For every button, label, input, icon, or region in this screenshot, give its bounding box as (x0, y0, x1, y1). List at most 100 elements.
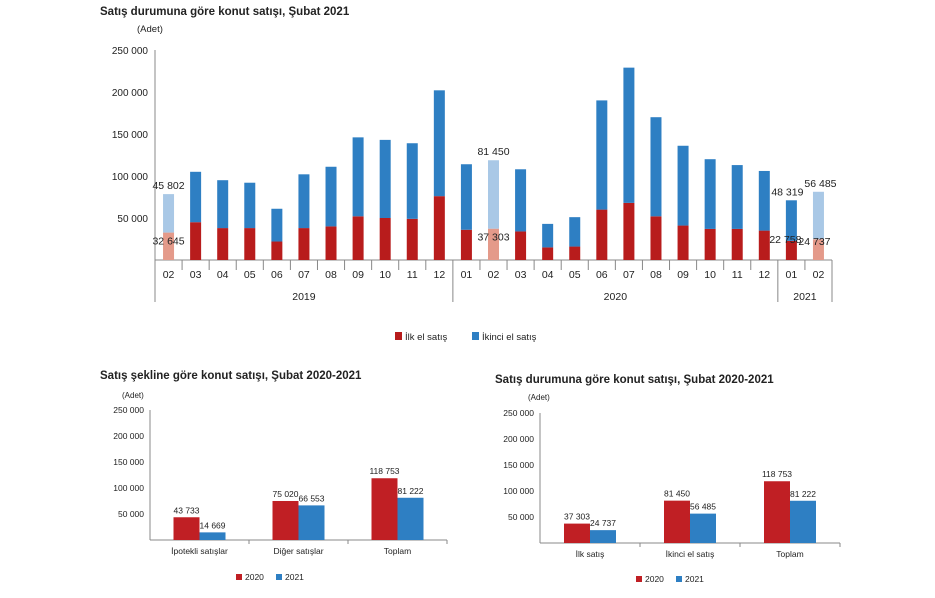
x-tick-label: 05 (569, 269, 581, 281)
bar-second-hand (515, 169, 527, 232)
x-tick-label: 12 (433, 269, 445, 281)
bar-second-hand (217, 180, 229, 229)
y-tick-label: 150 000 (113, 457, 144, 467)
legend-label-2020: 2020 (645, 574, 664, 584)
left-chart-title: Satış şekline göre konut satışı, Şubat 2… (100, 370, 362, 382)
x-tick-label: 09 (352, 269, 364, 281)
bar-2021 (590, 530, 616, 543)
bar-second-hand (542, 223, 554, 248)
year-label: 2020 (604, 291, 628, 303)
bar-first-sale (650, 216, 662, 260)
bar-2020 (173, 517, 200, 540)
bar-first-sale (433, 196, 445, 260)
bar-first-sale (515, 231, 527, 260)
y-tick-label: 50 000 (508, 512, 534, 522)
x-tick-label: 11 (732, 269, 743, 281)
legend-swatch-second-hand (472, 332, 479, 340)
y-tick-label: 200 000 (112, 88, 149, 99)
bar-second-hand (298, 174, 310, 229)
y-tick-label: 250 000 (503, 408, 534, 418)
x-tick-label: 02 (163, 269, 175, 281)
bar-second-hand (785, 200, 797, 241)
bar-first-sale (406, 218, 418, 260)
main-chart-title: Satış durumuna göre konut satışı, Şubat … (100, 6, 350, 18)
bar-first-sale (569, 246, 581, 260)
x-tick-label: 11 (407, 269, 418, 281)
y-unit-label: (Adet) (122, 391, 144, 400)
bar-first-sale (704, 228, 716, 260)
data-label: 118 753 (762, 469, 792, 479)
bar-first-sale (488, 228, 499, 260)
bar-second-hand (650, 117, 662, 217)
bar-first-sale (758, 230, 770, 260)
bar-first-sale (623, 202, 635, 260)
data-label: 22 758 (769, 234, 801, 246)
data-label: 81 222 (398, 486, 424, 496)
y-tick-label: 200 000 (503, 434, 534, 444)
legend-swatch-first-sale (395, 332, 402, 340)
bar-2020 (272, 500, 299, 540)
bar-first-sale (785, 240, 797, 260)
bar-second-hand (406, 143, 418, 219)
data-label: 14 669 (200, 520, 226, 530)
right-chart-title: Satış durumuna göre konut satışı, Şubat … (495, 374, 774, 386)
x-tick-label: İpotekli satışlar (171, 546, 228, 556)
data-label: 37 303 (477, 232, 509, 244)
x-tick-label: Diğer satışlar (273, 546, 323, 556)
legend-swatch-2021 (676, 576, 682, 582)
data-label: 81 450 (477, 146, 509, 158)
x-tick-label: 08 (325, 269, 337, 281)
bar-first-sale (190, 222, 202, 260)
legend-swatch-2021 (276, 574, 282, 580)
y-tick-label: 100 000 (503, 486, 534, 496)
y-tick-label: 50 000 (117, 214, 148, 225)
x-tick-label: 07 (623, 269, 635, 281)
y-tick-label: 50 000 (118, 509, 144, 519)
bar-second-hand (704, 159, 716, 229)
x-tick-label: 03 (515, 269, 527, 281)
x-tick-label: 02 (813, 269, 825, 281)
data-label: 24 737 (798, 236, 830, 248)
legend-label-2021: 2021 (685, 574, 704, 584)
y-tick-label: 150 000 (112, 130, 149, 141)
bar-first-sale (352, 216, 364, 260)
x-tick-label: 10 (704, 269, 716, 281)
x-tick-label: 06 (271, 269, 283, 281)
x-tick-label: İkinci el satış (666, 549, 715, 559)
data-label: 56 485 (804, 178, 836, 190)
x-tick-label: 08 (650, 269, 662, 281)
bar-second-hand (758, 170, 770, 231)
data-label: 66 553 (299, 493, 325, 503)
bar-first-sale (244, 228, 256, 260)
bar-second-hand (271, 208, 283, 242)
y-unit-label: (Adet) (528, 393, 550, 402)
bar-first-sale (379, 218, 391, 260)
legend-label-first-sale: İlk el satış (405, 332, 447, 343)
x-tick-label: 09 (677, 269, 689, 281)
bar-second-hand (379, 139, 391, 218)
x-tick-label: 05 (244, 269, 256, 281)
x-tick-label: 04 (217, 269, 229, 281)
legend-swatch-2020 (636, 576, 642, 582)
bar-2021 (298, 505, 325, 540)
data-label: 37 303 (564, 512, 590, 522)
bar-first-sale (163, 232, 175, 260)
data-label: 45 802 (152, 180, 184, 192)
bar-second-hand (460, 164, 472, 230)
bar-second-hand (488, 160, 499, 229)
data-label: 32 645 (152, 236, 184, 248)
bar-first-sale (460, 229, 472, 260)
y-tick-label: 100 000 (112, 172, 149, 183)
bar-2020 (764, 481, 790, 543)
y-tick-label: 100 000 (113, 483, 144, 493)
bar-second-hand (677, 145, 689, 226)
x-tick-label: 03 (190, 269, 202, 281)
year-label: 2021 (793, 291, 817, 303)
bar-2020 (664, 500, 690, 543)
y-tick-label: 250 000 (113, 405, 144, 415)
bar-second-hand (731, 165, 743, 229)
data-label: 81 222 (790, 489, 816, 499)
x-tick-label: 02 (488, 269, 500, 281)
data-label: 24 737 (590, 518, 616, 528)
bar-first-sale (812, 239, 824, 260)
